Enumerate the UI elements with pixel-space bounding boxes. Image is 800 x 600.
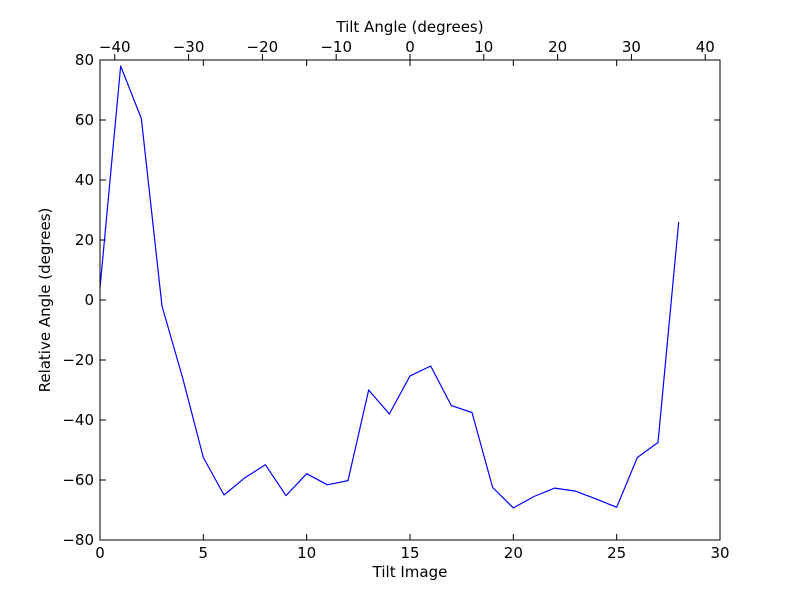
top-x-tick-label: −10: [320, 38, 352, 56]
top-x-tick-label: 40: [696, 38, 715, 56]
x-tick-label: 30: [710, 544, 729, 562]
y-tick-label: −60: [62, 471, 94, 489]
top-x-axis-title: Tilt Angle (degrees): [335, 18, 483, 36]
x-tick-label: 15: [400, 544, 419, 562]
y-axis-title: Relative Angle (degrees): [36, 208, 54, 393]
y-tick-label: −40: [62, 411, 94, 429]
series-line: [99, 65, 680, 509]
x-tick-label: 0: [95, 544, 105, 562]
y-tick-label: 80: [75, 51, 94, 69]
plot-frame: [99, 59, 721, 541]
y-tick-label: 60: [75, 111, 94, 129]
x-tick-label: 5: [199, 544, 209, 562]
x-tick-label: 25: [607, 544, 626, 562]
top-x-tick-label: −40: [99, 38, 131, 56]
x-tick-label: 20: [504, 544, 523, 562]
top-x-tick-label: −30: [173, 38, 205, 56]
top-x-tick-label: 0: [405, 38, 415, 56]
top-x-tick-label: 10: [474, 38, 493, 56]
y-tick-label: −20: [62, 351, 94, 369]
x-tick-label: 10: [297, 544, 316, 562]
x-axis-title: Tilt Image: [372, 563, 448, 581]
y-tick-label: 20: [75, 231, 94, 249]
top-x-tick-label: −20: [247, 38, 279, 56]
plot-layer: [99, 65, 680, 509]
y-tick-label: −80: [62, 531, 94, 549]
top-x-tick-label: 30: [622, 38, 641, 56]
y-tick-label: 40: [75, 171, 94, 189]
labels-layer: 0 5 10 15 20 25 30 −40 −30 −20 −10 0 10 20 30 40 −80 −60 −…: [62, 38, 729, 562]
top-x-tick-label: 20: [548, 38, 567, 56]
y-tick-label: 0: [84, 291, 94, 309]
